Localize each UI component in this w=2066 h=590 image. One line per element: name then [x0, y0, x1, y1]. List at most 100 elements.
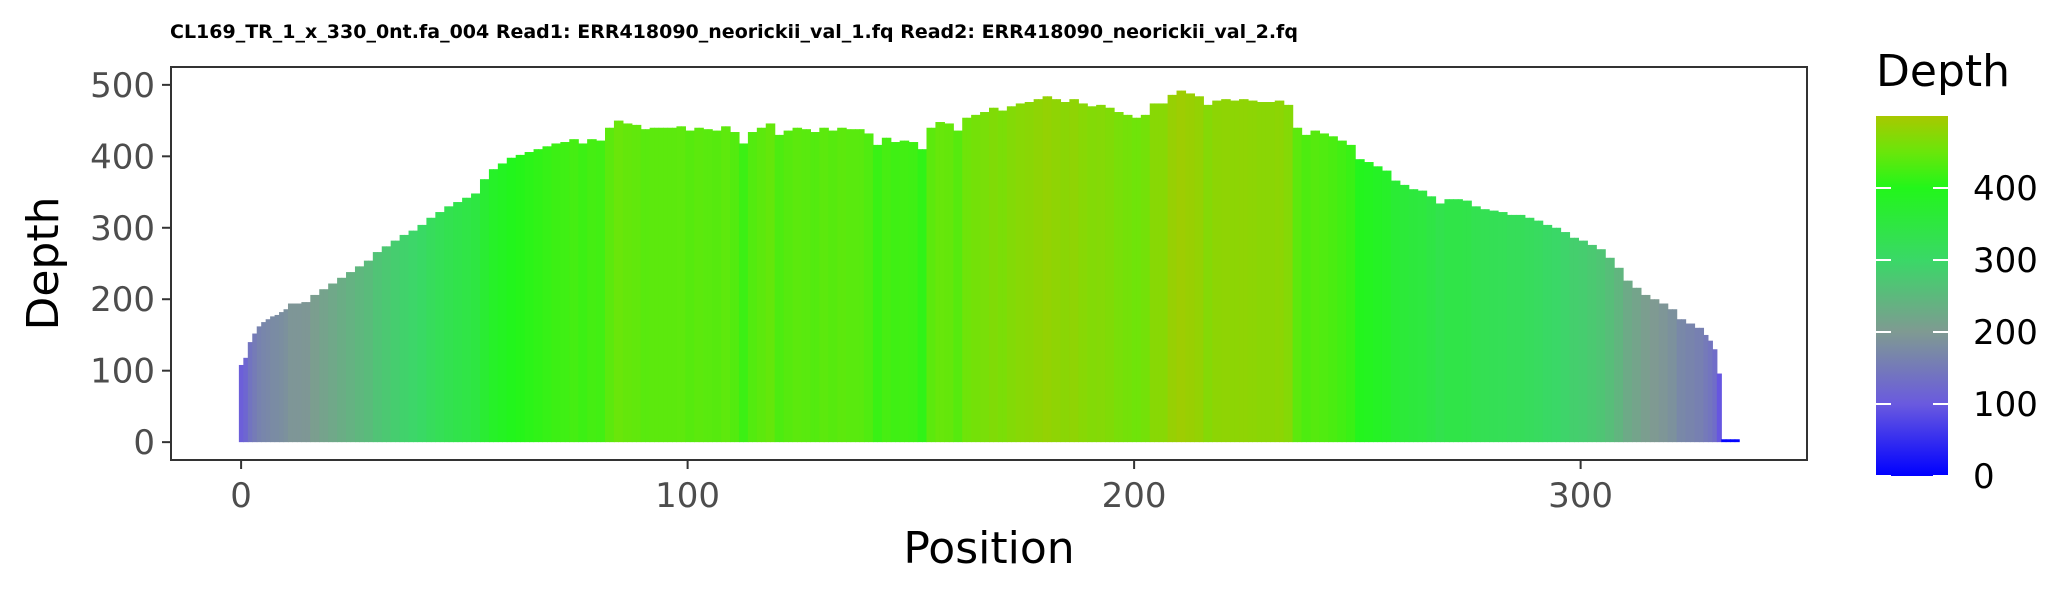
depth-bar — [1573, 237, 1579, 443]
depth-bar — [1328, 136, 1334, 443]
depth-bar — [1364, 162, 1370, 443]
depth-bar — [1551, 227, 1557, 443]
depth-bar — [1413, 189, 1419, 443]
depth-bar — [1417, 190, 1423, 443]
depth-bar — [1109, 107, 1115, 443]
depth-bar — [1609, 257, 1615, 443]
depth-bar — [1319, 133, 1325, 443]
depth-bars — [238, 90, 1740, 443]
depth-bar — [872, 144, 878, 443]
depth-bar — [1060, 102, 1066, 443]
depth-bar — [1216, 100, 1222, 443]
depth-bar — [314, 294, 320, 443]
depth-bar — [551, 143, 557, 443]
depth-bar — [292, 303, 298, 443]
depth-bar — [948, 123, 954, 443]
depth-bar — [1172, 94, 1178, 443]
depth-bar — [989, 107, 995, 443]
depth-bar — [1247, 100, 1254, 443]
depth-bar — [1314, 130, 1321, 443]
depth-bar — [1466, 200, 1472, 443]
depth-bar — [1341, 140, 1347, 443]
depth-bar — [596, 140, 602, 443]
y-axis: 0 100 200 300 400 500 Depth — [18, 66, 171, 463]
depth-bar — [1073, 99, 1079, 443]
depth-bar — [881, 137, 887, 443]
depth-bar — [1605, 257, 1611, 443]
depth-bar — [1064, 102, 1070, 443]
depth-bar — [1542, 224, 1548, 443]
depth-bar — [1176, 90, 1182, 443]
depth-bar — [457, 202, 463, 443]
depth-bar — [1270, 102, 1276, 443]
depth-bar — [895, 142, 901, 443]
depth-bar — [698, 127, 704, 443]
depth-bar — [868, 133, 874, 443]
depth-bar — [413, 230, 419, 443]
depth-bar — [1118, 112, 1124, 443]
depth-bar — [1015, 103, 1021, 443]
depth-bar — [805, 129, 811, 443]
depth-bar — [1654, 299, 1660, 443]
chart-title: CL169_TR_1_x_330_0nt.fa_004 Read1: ERR41… — [170, 21, 1298, 43]
depth-bar — [1087, 106, 1093, 443]
plot-area: 0 100 200 300 Position 0 100 200 300 400 500 Depth — [18, 66, 1808, 574]
depth-bar — [1431, 196, 1437, 443]
depth-bar — [855, 129, 861, 443]
plot-border — [170, 66, 1808, 461]
legend-title: Depth — [1876, 46, 2010, 97]
depth-bar — [448, 206, 454, 443]
depth-bar — [1582, 240, 1588, 443]
y-tick-label: 200 — [90, 280, 155, 320]
y-tick-label: 300 — [90, 209, 155, 249]
depth-bar — [1024, 102, 1030, 443]
depth-bar — [1185, 93, 1191, 443]
depth-bar — [1591, 244, 1597, 443]
depth-bar — [1618, 267, 1624, 443]
depth-bar — [1685, 323, 1691, 443]
depth-bar — [1462, 200, 1468, 443]
depth-bar — [256, 326, 262, 443]
depth-bar — [663, 127, 669, 443]
depth-bar — [252, 333, 258, 443]
depth-bar — [1587, 244, 1593, 443]
colorbar-label: 400 — [1973, 169, 2038, 209]
depth-bar — [247, 342, 253, 443]
depth-bar — [792, 127, 798, 443]
depth-bar — [1225, 99, 1231, 443]
depth-bar — [886, 137, 892, 443]
depth-bar — [1672, 309, 1678, 443]
depth-bar — [533, 149, 539, 443]
depth-bar — [1498, 212, 1504, 443]
depth-bar — [899, 140, 905, 443]
depth-bar — [546, 146, 553, 443]
depth-bar — [904, 140, 910, 443]
depth-bar — [1051, 99, 1057, 443]
depth-bar — [1011, 106, 1017, 443]
depth-bar — [756, 127, 762, 443]
depth-bar — [1386, 170, 1392, 443]
x-tick-label: 0 — [230, 476, 252, 516]
colorbar-label: 300 — [1973, 241, 2038, 281]
depth-bar — [1390, 180, 1396, 443]
depth-bar — [417, 224, 423, 443]
depth-bar — [1381, 170, 1387, 443]
depth-bar — [328, 283, 334, 443]
depth-bar — [426, 217, 432, 443]
depth-bar — [1511, 214, 1517, 443]
depth-bar — [332, 283, 338, 443]
y-tick-label: 400 — [90, 137, 155, 177]
depth-bar — [707, 129, 713, 443]
depth-bar — [1489, 210, 1495, 443]
depth-bar — [390, 240, 396, 443]
depth-bar — [680, 126, 686, 443]
depth-bar — [953, 130, 959, 443]
depth-bar — [1181, 90, 1187, 443]
depth-bar — [1288, 104, 1294, 443]
depth-bar — [381, 246, 387, 443]
depth-bar — [819, 127, 825, 443]
depth-bar — [243, 357, 249, 443]
depth-bar — [930, 127, 937, 443]
depth-bar — [935, 122, 941, 443]
depth-bar — [506, 157, 512, 443]
